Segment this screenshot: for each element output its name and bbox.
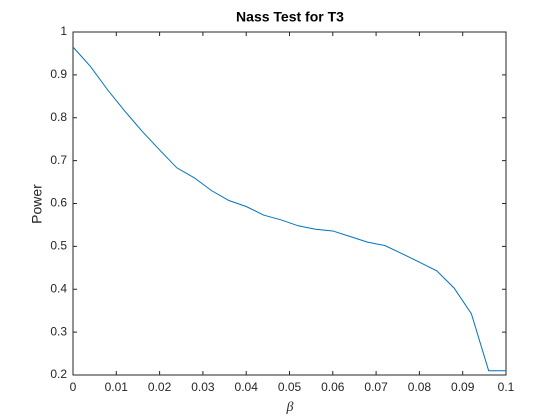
- x-tick-label: 0.05: [278, 380, 302, 394]
- x-tick-label: 0.03: [191, 380, 215, 394]
- y-tick-label: 0.8: [50, 110, 67, 124]
- y-tick-label: 0.2: [50, 367, 67, 381]
- y-tick-label: 0.4: [50, 281, 67, 295]
- y-axis-label: Power: [29, 184, 45, 224]
- y-tick-label: 0.5: [50, 239, 67, 253]
- x-tick-label: 0.1: [498, 380, 515, 394]
- x-tick-label: 0.04: [235, 380, 259, 394]
- x-tick-label: 0.09: [451, 380, 475, 394]
- x-tick-label: 0.06: [321, 380, 345, 394]
- y-tick-label: 1: [60, 24, 67, 38]
- y-tick-label: 0.6: [50, 196, 67, 210]
- plot-area: [72, 31, 507, 376]
- x-tick-label: 0.07: [364, 380, 388, 394]
- y-tick-label: 0.3: [50, 324, 67, 338]
- x-tick-label: 0.01: [105, 380, 129, 394]
- chart-title: Nass Test for T3: [236, 9, 344, 25]
- y-tick-label: 0.7: [50, 153, 67, 167]
- y-tick-label: 0.9: [50, 67, 67, 81]
- x-tick-label: 0.02: [148, 380, 172, 394]
- x-tick-label: 0: [70, 380, 77, 394]
- line: [72, 46, 506, 372]
- x-tick-label: 0.08: [408, 380, 432, 394]
- x-axis-label: β: [286, 400, 294, 415]
